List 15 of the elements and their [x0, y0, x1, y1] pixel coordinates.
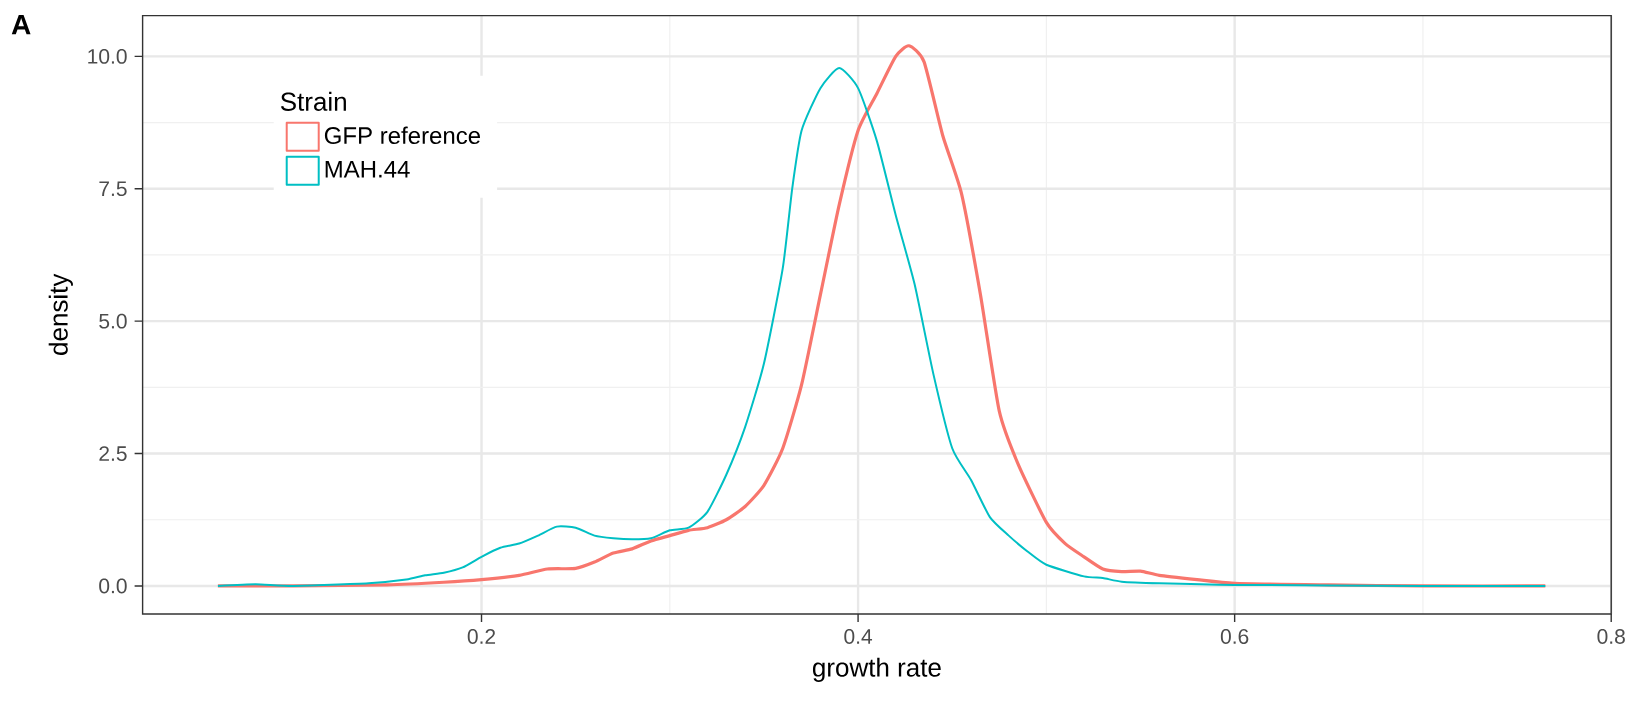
legend-label: MAH.44 [325, 160, 410, 178]
legend-label: GFP reference [324, 126, 481, 145]
x-tick-label: 0.8 [1597, 629, 1625, 644]
text: A [11, 15, 31, 35]
y-tick-label: 0.0 [99, 578, 127, 594]
y-tick-label: 2.5 [99, 446, 127, 461]
x-tick-label: 0.4 [844, 629, 873, 644]
y-tick-label: 10.0 [88, 48, 127, 64]
y-tick-label: 5.0 [99, 313, 127, 329]
x-tick-label: 0.2 [467, 629, 496, 644]
legend-title: Strain [280, 91, 346, 111]
y-axis-title: density [48, 273, 73, 355]
y-tick-label: 7.5 [99, 181, 127, 197]
x-axis-title: growth rate [812, 657, 941, 682]
x-tick-label: 0.6 [1220, 629, 1249, 644]
